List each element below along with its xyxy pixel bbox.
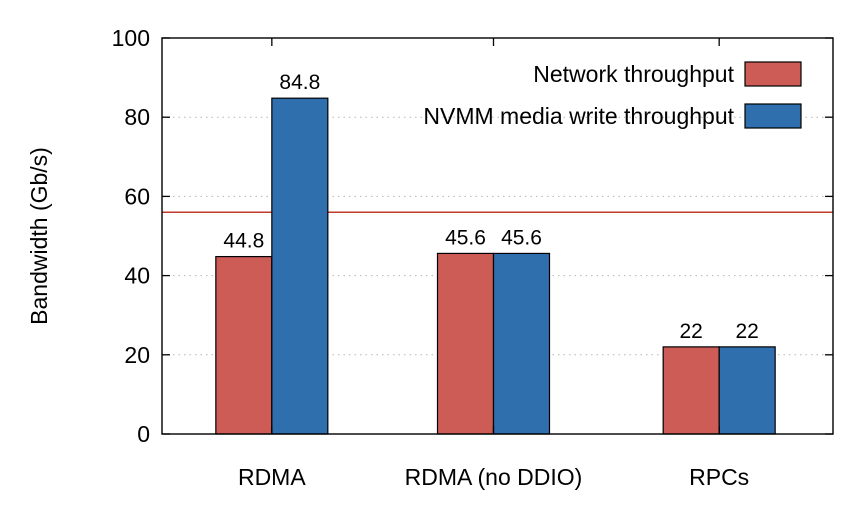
data-label-nvmm-0: 84.8 xyxy=(279,71,320,94)
axes: RDMA RDMA (no DDIO) RPCs 0 20 40 60 80 100 Bandwi… xyxy=(26,25,834,490)
legend: Network throughput NVMM media write throu… xyxy=(423,61,802,129)
x-tick-label-1: RDMA (no DDIO) xyxy=(405,464,583,490)
data-label-network-1: 45.6 xyxy=(445,226,486,249)
plot-frame xyxy=(161,37,834,435)
bar-nvmm-2 xyxy=(718,346,776,435)
bar-network-2 xyxy=(662,346,720,435)
bars xyxy=(215,97,776,435)
data-label-network-0: 44.8 xyxy=(223,230,264,253)
y-tick-label-80: 80 xyxy=(124,104,150,130)
y-tick-label-100: 100 xyxy=(112,25,150,51)
x-tick-label-0: RDMA xyxy=(238,464,306,490)
data-label-network-2: 22 xyxy=(679,320,702,343)
data-label-nvmm-1: 45.6 xyxy=(501,226,542,249)
bar-network-0 xyxy=(215,255,273,435)
legend-label-network: Network throughput xyxy=(533,61,734,87)
legend-swatch-nvmm xyxy=(744,103,802,129)
y-axis-title: Bandwidth (Gb/s) xyxy=(26,147,52,325)
legend-swatch-network xyxy=(744,61,802,87)
y-tick-label-60: 60 xyxy=(124,183,150,209)
data-labels: 44.8 84.8 45.6 45.6 22 22 xyxy=(223,71,758,343)
y-tick-label-40: 40 xyxy=(124,263,150,289)
legend-label-nvmm: NVMM media write throughput xyxy=(423,103,734,129)
y-tick-label-0: 0 xyxy=(137,421,150,447)
bar-nvmm-1 xyxy=(492,252,551,435)
bar-network-1 xyxy=(436,252,495,435)
data-label-nvmm-2: 22 xyxy=(735,320,758,343)
y-tick-label-20: 20 xyxy=(124,342,150,368)
bar-nvmm-0 xyxy=(271,97,329,435)
x-tick-label-2: RPCs xyxy=(689,464,749,490)
